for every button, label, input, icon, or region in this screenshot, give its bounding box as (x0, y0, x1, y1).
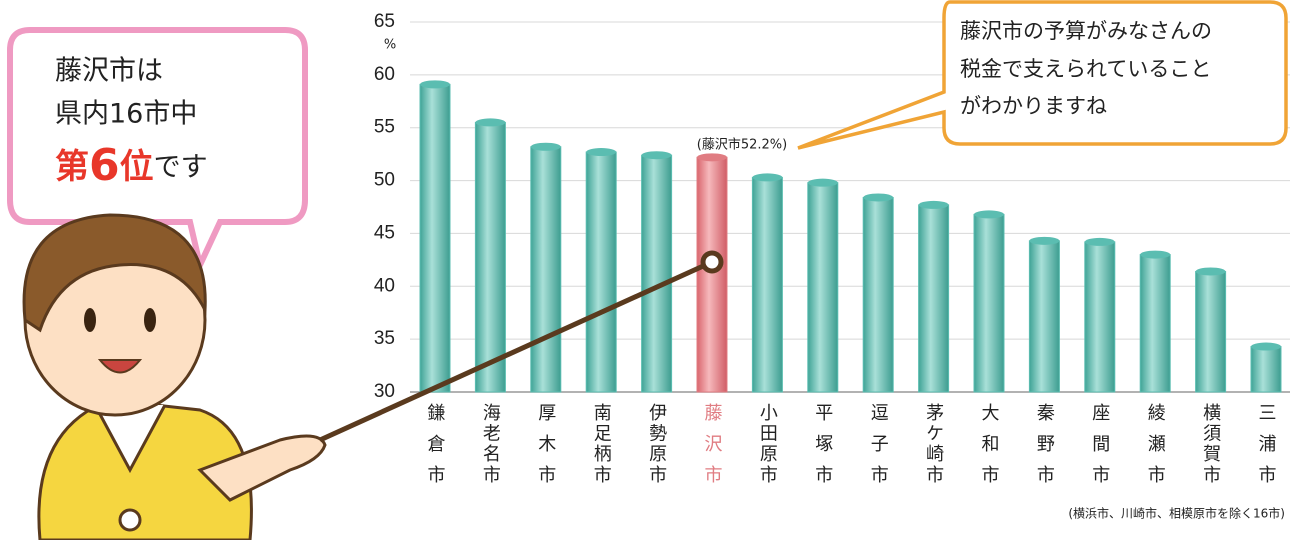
bubble-line: 藤沢市の予算がみなさんの (960, 19, 1212, 43)
bar-cap (752, 173, 783, 182)
unit-label: % (384, 38, 396, 53)
bar (696, 156, 728, 393)
annotation: (藤沢市52.2%) (697, 137, 787, 153)
x-tick-label: 小田原市 (757, 403, 778, 486)
bar-cap (974, 210, 1004, 219)
x-tick-label: 秦野市 (1034, 403, 1055, 496)
bar-cap (1084, 237, 1115, 246)
bar-cap (530, 142, 561, 151)
x-tick-label: 厚木市 (535, 403, 556, 496)
bar-cap (807, 178, 838, 187)
bubble-line: がわかりますね (960, 94, 1107, 118)
x-tick-label: 三浦市 (1256, 403, 1277, 496)
y-tick-label: 55 (374, 117, 395, 138)
x-tick-label: 横須賀市 (1200, 403, 1221, 486)
x-tick-label: 伊勢原市 (646, 403, 667, 486)
bar-cap (1140, 250, 1171, 259)
bar-cap (641, 151, 672, 160)
x-tick-label: 逗子市 (868, 403, 889, 496)
y-tick-label: 65 (374, 11, 395, 32)
bar (1250, 346, 1282, 393)
x-tick-label: 座間市 (1089, 403, 1110, 496)
x-tick-label: 海老名市 (480, 403, 501, 486)
y-tick-label: 35 (374, 328, 395, 349)
bar (1028, 240, 1060, 393)
footnote: (横浜市、川崎市、相模原市を除く16市) (1068, 506, 1285, 521)
bubble-line: 税金で支えられていること (960, 57, 1211, 81)
plot: 30 35 40 45 50 55 60 65% 鎌倉市 海老名市 厚木市 南足柄市 伊勢原市 藤沢市 (藤… (374, 11, 1290, 521)
bar (1084, 241, 1116, 393)
rank-text: 第6位です (55, 140, 208, 191)
pointer (318, 259, 714, 443)
bar-cap (420, 80, 450, 89)
y-tick-label: 30 (374, 381, 395, 402)
bar (530, 146, 562, 393)
x-tick-label: 茅ケ崎市 (923, 403, 944, 486)
x-tick-label: 藤沢市 (702, 403, 723, 496)
x-tick-label: 平塚市 (812, 403, 833, 496)
bar-cap (918, 200, 949, 209)
bar (751, 176, 783, 393)
bar-cap (863, 193, 894, 202)
bar-cap (475, 118, 506, 127)
bar (1195, 270, 1227, 393)
y-tick-label: 60 (374, 64, 395, 85)
bar-cap (1029, 236, 1060, 245)
right-bubble (797, 0, 1288, 150)
bar-cap (1251, 342, 1281, 351)
bar (918, 204, 950, 393)
bar (474, 121, 506, 393)
y-tick-label: 45 (374, 222, 395, 243)
y-tick-label: 50 (374, 170, 395, 191)
bar-cap (1195, 267, 1226, 276)
x-tick-label: 綾瀬市 (1145, 403, 1166, 496)
rank-ending: です (154, 152, 208, 183)
bar-cap (586, 148, 617, 157)
character (22, 213, 327, 540)
bar (973, 213, 1005, 393)
bubble-line: 藤沢市は (55, 56, 163, 87)
x-tick-label: 鎌倉市 (425, 403, 446, 496)
bar (1139, 254, 1171, 393)
bar (807, 182, 839, 393)
bar (585, 151, 617, 393)
rank-suffix: 位 (120, 147, 154, 187)
y-tick-label: 40 (374, 275, 395, 296)
x-tick-label: 大和市 (979, 403, 1000, 496)
bar-cap (697, 153, 727, 162)
pointer-dot (700, 250, 724, 274)
bubble-line: 県内16市中 (55, 99, 197, 130)
bar (419, 83, 451, 393)
x-tick-label: 南足柄市 (591, 403, 612, 486)
rank-prefix: 第 (55, 147, 89, 187)
rank: 6 (89, 140, 120, 191)
bar (641, 154, 673, 393)
left-bubble (7, 27, 308, 275)
bar (862, 196, 894, 393)
